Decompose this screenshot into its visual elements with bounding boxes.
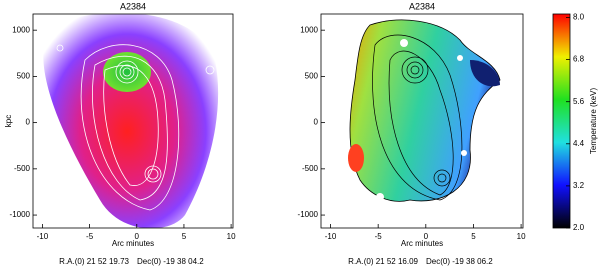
dec-label: Dec(0) -19 38 04.2 (137, 257, 204, 266)
y-tick-label: -1000 (298, 210, 319, 219)
ra-label: R.A.(0) 21 52 19.73 (59, 257, 129, 266)
colorbar-tick-label: 3.2 (573, 181, 585, 190)
panel-title: A2384 (120, 1, 146, 11)
x-tick-label: 5 (182, 232, 187, 241)
panel-title: A2384 (409, 1, 435, 11)
y-tick-label: 0 (26, 118, 31, 127)
y-tick-label: 500 (305, 72, 319, 81)
plot-frame (32, 13, 234, 229)
y-tick-label: 500 (17, 72, 31, 81)
colorbar-label: Temperature (keV) (589, 88, 598, 155)
x-tick-label: 0 (135, 232, 140, 241)
y-tick-label: -500 (302, 164, 319, 173)
ra-label: R.A.(0) 21 52 16.09 (348, 257, 418, 266)
y-axis-label: kpc (4, 115, 13, 127)
colorbar-tick-label: 5.6 (573, 97, 585, 106)
x-tick-label: 10 (517, 232, 526, 241)
colorbar (552, 13, 571, 229)
y-tick-label: -1000 (10, 210, 31, 219)
y-tick-label: 1000 (300, 25, 318, 34)
x-axis-label: Arc minutes (401, 239, 443, 248)
x-tick-label: -10 (37, 232, 49, 241)
plot-frame (320, 13, 524, 229)
x-tick-label: 5 (471, 232, 476, 241)
y-tick-label: 1000 (12, 25, 30, 34)
y-tick-label: 0 (314, 118, 319, 127)
temperature-map (348, 19, 501, 215)
x-axis-label: Arc minutes (112, 239, 154, 248)
colorbar-tick-label: 6.8 (573, 55, 585, 64)
x-tick-label: -5 (375, 232, 383, 241)
colorbar-tick-label: 4.4 (573, 139, 585, 148)
x-tick-label: 0 (424, 232, 429, 241)
x-tick-label: -5 (86, 232, 94, 241)
colorbar-tick-label: 8.0 (573, 13, 585, 22)
y-tick-label: -500 (14, 164, 31, 173)
x-tick-label: -10 (325, 232, 337, 241)
dec-label: Dec(0) -19 38 06.2 (426, 257, 493, 266)
colorbar-tick-label: 2.0 (573, 223, 585, 232)
xray-image (43, 14, 219, 228)
x-tick-label: 10 (227, 232, 236, 241)
